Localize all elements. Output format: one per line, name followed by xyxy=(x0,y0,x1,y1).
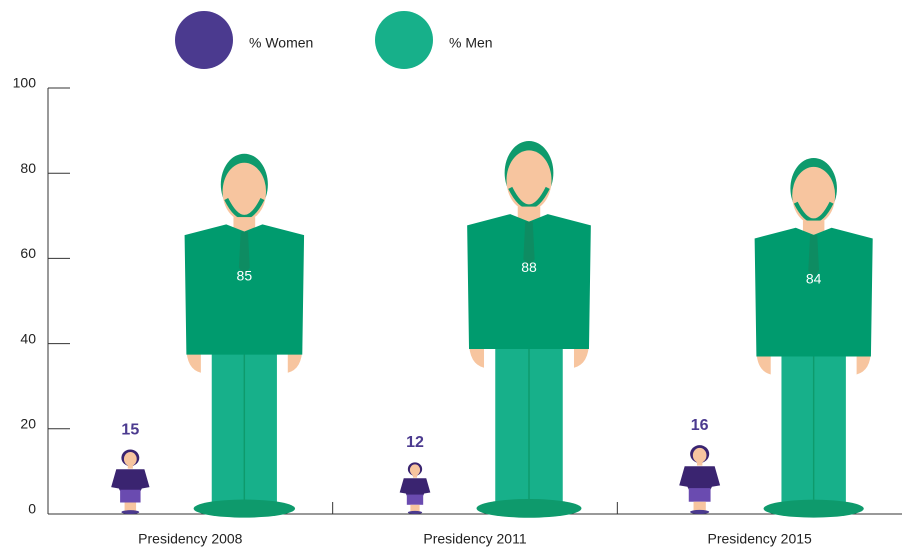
man-figure xyxy=(185,154,304,518)
y-tick-label: 20 xyxy=(20,416,36,432)
face xyxy=(124,452,137,466)
face xyxy=(223,163,266,221)
neck xyxy=(697,462,702,466)
woman-figure xyxy=(679,445,720,514)
man-figure xyxy=(467,141,591,518)
y-tick-label: 0 xyxy=(28,501,36,517)
legs xyxy=(125,502,137,511)
shoes xyxy=(121,510,139,514)
woman-figure xyxy=(111,449,149,514)
shoes xyxy=(477,499,582,518)
y-tick-label: 40 xyxy=(20,330,36,346)
shoes xyxy=(194,500,295,518)
legs xyxy=(410,505,419,512)
shoes xyxy=(408,511,422,514)
face xyxy=(792,167,835,224)
face xyxy=(410,464,420,475)
skirt xyxy=(120,490,140,503)
chart: % Women % Men 0 20 40 60 80 100 Presidency 2008 1… xyxy=(0,0,902,553)
woman-figure xyxy=(400,462,431,514)
x-tick-label: Presidency 2011 xyxy=(423,531,526,547)
value-label: 12 xyxy=(406,434,424,451)
value-label: 84 xyxy=(806,270,822,286)
shoes xyxy=(764,500,864,518)
skirt xyxy=(689,488,711,502)
skirt xyxy=(407,495,423,505)
jacket xyxy=(679,466,720,489)
y-tick-label: 80 xyxy=(20,160,36,176)
legs xyxy=(694,502,706,512)
value-label: 15 xyxy=(121,421,139,438)
x-tick-label: Presidency 2008 xyxy=(138,531,243,547)
neck xyxy=(413,475,417,478)
y-tick-label: 100 xyxy=(13,75,37,91)
jacket xyxy=(111,469,149,491)
face xyxy=(693,448,707,463)
jacket xyxy=(400,478,431,495)
neck xyxy=(128,465,133,469)
y-tick-label: 60 xyxy=(20,245,36,261)
legend-label: % Women xyxy=(249,35,313,51)
legend-swatch xyxy=(175,11,233,69)
x-tick-label: Presidency 2015 xyxy=(708,531,813,547)
legend-swatch xyxy=(375,11,433,69)
value-label: 88 xyxy=(521,259,537,275)
value-label: 85 xyxy=(237,268,253,284)
legend-label: % Men xyxy=(449,35,493,51)
man-figure xyxy=(755,158,873,518)
face xyxy=(507,150,552,210)
shoes xyxy=(690,510,709,514)
value-label: 16 xyxy=(691,417,709,434)
